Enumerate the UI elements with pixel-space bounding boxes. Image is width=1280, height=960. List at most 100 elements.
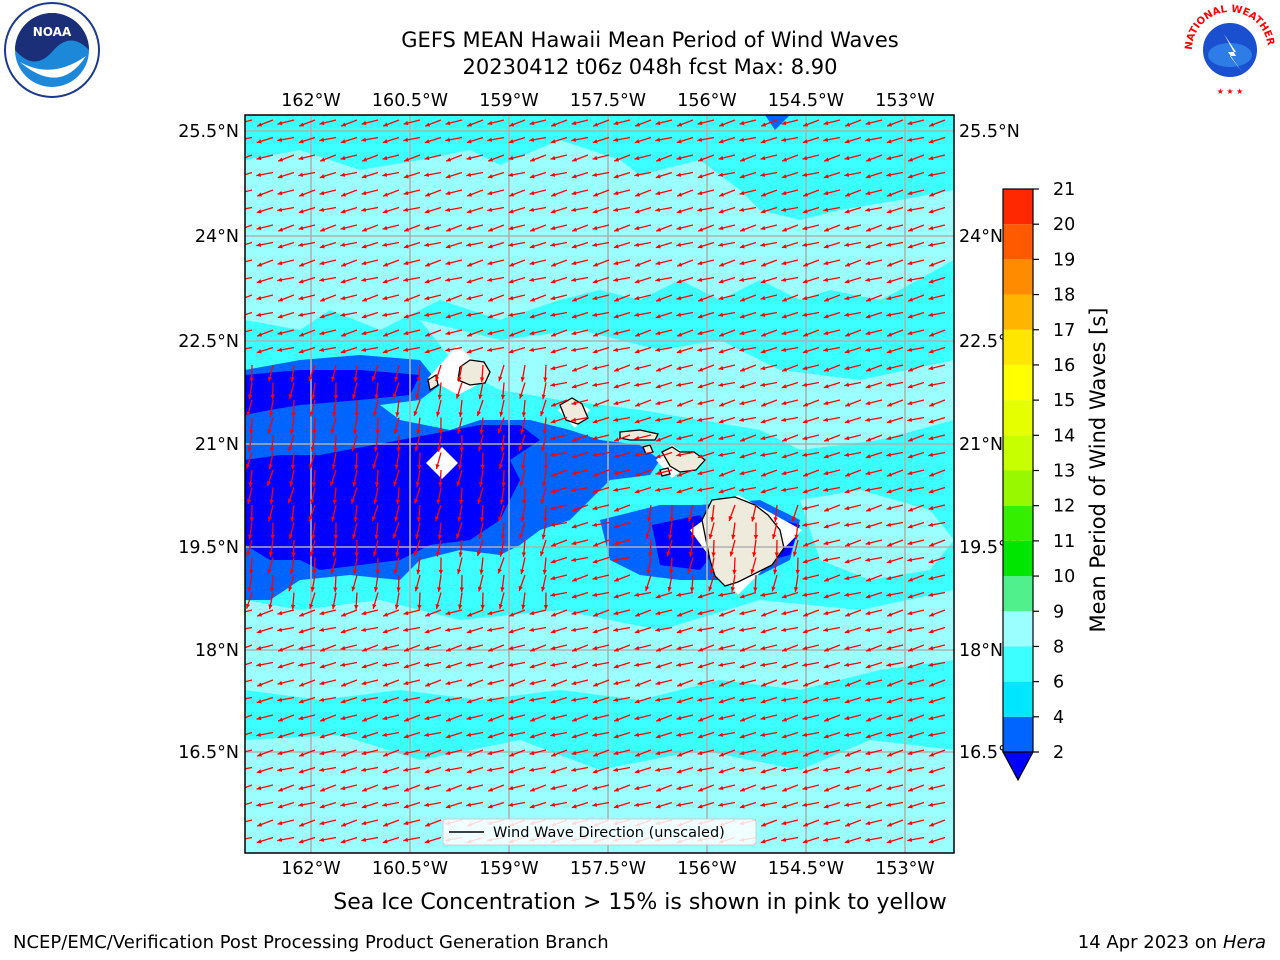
wave-direction-arrow [886,171,904,177]
wave-direction-arrow [718,784,736,791]
wave-direction-arrow [823,714,841,722]
wave-direction-arrow [550,609,568,617]
wave-direction-arrow [333,382,339,400]
wave-direction-arrow [697,399,715,406]
wave-direction-arrow [739,206,757,212]
colorbar-segment [1003,470,1033,506]
wave-direction-arrow [382,819,400,827]
wave-direction-arrow [613,504,631,512]
wave-direction-arrow [424,661,442,667]
wave-direction-arrow [773,504,778,522]
wave-direction-arrow [613,609,631,616]
wave-direction-arrow [718,714,736,721]
wave-direction-arrow [394,364,400,382]
wave-direction-arrow [415,382,421,400]
wave-direction-arrow [245,346,253,350]
wave-direction-arrow [634,346,652,354]
wave-direction-arrow [718,626,736,634]
wave-direction-arrow [802,416,820,424]
wave-direction-arrow [298,206,316,214]
wave-direction-arrow [697,696,715,702]
wave-direction-arrow [802,766,820,774]
wave-direction-arrow [571,749,589,756]
wave-direction-arrow [676,189,694,197]
wave-direction-arrow [340,154,358,161]
wave-direction-arrow [907,504,925,512]
wave-direction-arrow [340,696,358,704]
wave-direction-arrow [781,696,799,702]
wave-direction-arrow [298,609,316,617]
wave-direction-arrow [466,206,484,214]
wave-direction-arrow [508,241,526,247]
wave-direction-arrow [541,434,547,452]
wave-direction-arrow [382,276,400,284]
wave-direction-arrow [403,836,421,842]
wave-direction-arrow [445,626,463,632]
wave-direction-arrow [550,381,568,387]
wave-direction-arrow [456,417,463,435]
wave-direction-arrow [353,557,358,575]
wave-direction-arrow [340,731,358,737]
wave-direction-arrow [403,259,421,266]
wave-direction-arrow [550,731,568,737]
wave-direction-arrow [319,206,337,212]
wave-direction-arrow [501,469,506,488]
wave-direction-arrow [245,224,253,229]
wave-direction-arrow [288,574,295,592]
wave-direction-arrow [865,346,883,352]
wave-direction-arrow [823,556,841,562]
wave-direction-arrow [697,731,715,739]
wave-direction-arrow [529,714,547,722]
wave-direction-arrow [277,136,295,142]
wave-direction-arrow [634,714,652,721]
wave-direction-arrow [613,329,631,336]
wave-direction-arrow [634,329,652,337]
wave-direction-arrow [781,749,799,756]
wave-direction-arrow [928,836,946,844]
wave-direction-arrow [438,417,444,435]
wave-direction-arrow [865,259,883,266]
wave-direction-arrow [760,381,778,387]
wave-direction-arrow [739,154,757,162]
wave-direction-arrow [781,119,799,126]
wave-direction-arrow [697,241,715,249]
wave-direction-arrow [541,382,547,400]
wave-direction-arrow [760,486,778,494]
wave-direction-arrow [382,171,400,177]
wave-direction-arrow [667,574,673,592]
period-band-below-2 [765,115,790,130]
wave-direction-arrow [886,224,904,231]
wave-direction-arrow [291,399,296,418]
wave-direction-arrow [382,206,400,214]
wave-direction-arrow [466,189,484,197]
wave-direction-arrow [269,434,275,453]
wave-direction-arrow [382,224,400,231]
wave-direction-arrow [310,434,316,452]
wave-direction-arrow [424,329,442,337]
wave-direction-arrow [333,574,338,593]
wave-direction-arrow [445,259,463,266]
wave-direction-arrow [309,592,316,609]
wave-direction-arrow [697,364,715,372]
wave-direction-arrow [802,661,820,667]
wave-direction-arrow [823,294,841,302]
wave-direction-arrow [424,801,442,807]
wave-direction-arrow [823,836,841,842]
wave-direction-arrow [676,486,694,494]
wave-direction-arrow [529,241,547,249]
wave-direction-arrow [634,399,652,407]
wave-direction-arrow [256,836,274,844]
wave-direction-arrow [844,329,862,337]
wave-direction-arrow [382,644,400,651]
wave-direction-arrow [311,469,317,487]
wave-direction-arrow [781,784,799,792]
wave-direction-arrow [499,487,505,505]
wave-direction-arrow [277,679,295,686]
wave-direction-arrow [424,714,442,721]
wave-direction-arrow [697,381,715,389]
wave-direction-arrow [844,801,862,807]
wave-direction-arrow [403,679,421,686]
wave-direction-arrow [708,522,715,540]
wave-direction-arrow [697,766,715,772]
wave-direction-arrow [781,171,799,179]
